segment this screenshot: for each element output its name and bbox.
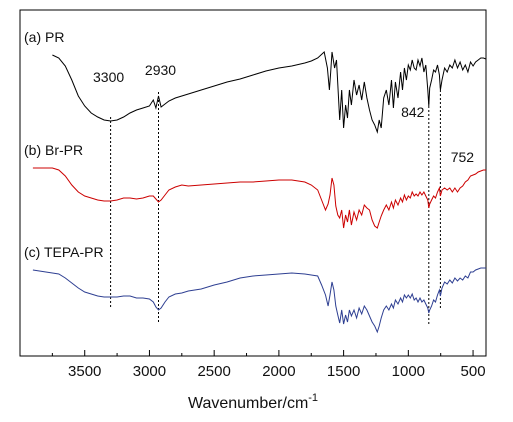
- reference-lines: [110, 86, 441, 325]
- x-axis-title-text: Wavenumber/cm: [188, 395, 308, 412]
- peak-labels: 3300 2930 842 752: [93, 62, 474, 165]
- peak-label-842: 842: [401, 104, 425, 120]
- x-axis-title-superscript: -1: [308, 392, 318, 404]
- peak-label-752: 752: [451, 149, 475, 165]
- series-label-1: (a) PR: [24, 29, 64, 45]
- x-tick-label-1500: 1500: [327, 363, 360, 380]
- series-line-2: [32, 167, 486, 229]
- plot-frame: [19, 9, 487, 357]
- peak-label-3300: 3300: [93, 69, 124, 85]
- peak-label-2930: 2930: [145, 62, 176, 78]
- series-labels: (a) PR (b) Br-PR (c) TEPA-PR: [24, 29, 104, 260]
- x-tick-label-1000: 1000: [392, 363, 425, 380]
- x-tick-label-2500: 2500: [197, 363, 230, 380]
- series-line-1: [52, 51, 487, 134]
- series-layer: [32, 51, 487, 334]
- x-tick-label-500: 500: [461, 363, 486, 380]
- x-tick-label-3500: 3500: [68, 363, 101, 380]
- series-line-3: [32, 267, 486, 334]
- x-tick-label-2000: 2000: [262, 363, 295, 380]
- x-tick-label-3000: 3000: [133, 363, 166, 380]
- x-axis-title: Wavenumber/cm-1: [188, 392, 318, 412]
- series-label-3: (c) TEPA-PR: [24, 244, 104, 260]
- series-label-2: (b) Br-PR: [24, 142, 83, 158]
- x-axis-ticks: 3500 3000 2500 2000 1500 1000 500: [51, 350, 486, 380]
